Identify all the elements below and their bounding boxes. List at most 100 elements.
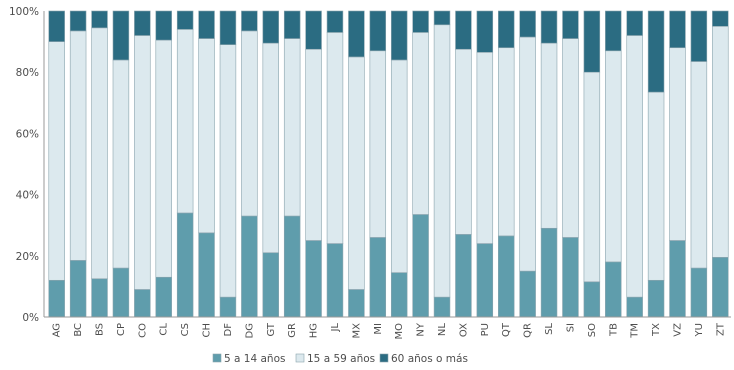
x-tick-label: SO: [587, 323, 598, 337]
x-tick-label: QT: [501, 322, 512, 337]
x-tick-label: JL: [330, 323, 341, 333]
bar-segment: [305, 10, 322, 50]
bar-segment: [669, 10, 686, 49]
x-tick-label: HG: [309, 323, 320, 338]
legend: 5 a 14 años 15 a 59 años 60 años o más: [212, 353, 468, 365]
x-tick-label: TX: [651, 323, 662, 337]
bar-segment: [540, 42, 558, 229]
x-tick-label: PU: [480, 323, 491, 336]
bar-segment: [647, 91, 665, 281]
x-tick-label: CP: [116, 323, 127, 336]
x-tick-label: TM: [630, 323, 641, 339]
bar-segment: [498, 10, 515, 49]
x-tick-label: GT: [266, 322, 277, 336]
bar-segment: [176, 29, 194, 214]
bar-segment: [91, 27, 108, 280]
x-tick-label: VZ: [673, 323, 684, 337]
bar-segment: [605, 50, 622, 263]
x-tick-label: CH: [202, 323, 213, 338]
bar-segment: [369, 10, 387, 52]
bar-segment: [455, 234, 472, 318]
bar-segment: [219, 44, 237, 298]
bar-segment: [69, 260, 87, 318]
bar-segment: [562, 38, 579, 238]
x-tick-label: DF: [223, 323, 234, 337]
bar-segment: [283, 10, 301, 39]
bar-segment: [583, 71, 601, 283]
bar-segment: [219, 10, 237, 45]
y-tick-label: 20%: [16, 251, 39, 263]
bar-segment: [498, 235, 515, 318]
x-tick-label: DG: [244, 323, 255, 338]
bar-segment: [412, 32, 429, 215]
bar-segment: [626, 35, 643, 298]
bar-segment: [262, 42, 279, 254]
x-tick-label: SL: [544, 323, 555, 335]
bar-segment: [455, 10, 472, 50]
bar-segment: [433, 296, 451, 318]
bar-segment: [112, 267, 130, 318]
bar-segment: [91, 278, 108, 318]
bar-segment: [476, 243, 494, 318]
bar-segment: [176, 10, 194, 30]
bar-segment: [647, 10, 665, 93]
legend-label: 15 a 59 años: [307, 353, 375, 365]
bar-segment: [369, 237, 387, 318]
bar-segment: [48, 279, 65, 318]
bar-segment: [198, 38, 215, 234]
bar-segment: [348, 289, 365, 318]
y-tick-label: 0%: [22, 312, 39, 324]
x-tick-label: BS: [95, 323, 106, 336]
bar-segment: [48, 10, 65, 42]
x-tick-label: GR: [287, 323, 298, 338]
bar-segment: [91, 10, 108, 29]
x-tick-label: QR: [523, 323, 534, 338]
bar-segment: [69, 10, 87, 32]
bar-segment: [647, 279, 665, 318]
x-tick-label: TB: [608, 323, 619, 337]
bar-segment: [348, 10, 365, 58]
y-tick-label: 40%: [16, 190, 39, 202]
bar-segment: [712, 10, 729, 27]
y-tick-label: 100%: [9, 6, 39, 18]
bar-segment: [326, 32, 344, 244]
x-tick-label: YU: [694, 323, 705, 337]
bar-segment: [262, 252, 279, 318]
legend-label: 5 a 14 años: [224, 353, 285, 365]
bar-segment: [112, 59, 130, 269]
bar-segment: [583, 281, 601, 318]
bar-segment: [326, 10, 344, 33]
x-tick-label: OX: [458, 323, 469, 337]
bar-segment: [626, 296, 643, 318]
x-tick-label: ZT: [715, 322, 726, 336]
bar-segment: [155, 276, 172, 318]
x-tick-label: CS: [180, 323, 191, 336]
bar-segment: [690, 10, 708, 62]
bars: [48, 10, 729, 318]
bar-segment: [626, 10, 643, 36]
x-axis: AG BC BS CP CO CL CS CH DF DG GT GR HG JL MX MI MO NY NL OX…: [43, 11, 731, 340]
bar-segment: [605, 261, 622, 318]
bar-segment: [712, 257, 729, 318]
bar-segment: [176, 212, 194, 318]
bar-segment: [305, 48, 322, 241]
bar-segment: [155, 39, 172, 278]
y-axis-ticks: 0% 20% 40% 60% 80% 100%: [9, 6, 39, 324]
bar-segment: [283, 38, 301, 217]
bar-segment: [498, 47, 515, 237]
bar-segment: [690, 267, 708, 318]
bar-segment: [112, 10, 130, 61]
bar-segment: [412, 214, 429, 318]
bar-segment: [241, 215, 258, 318]
bar-segment: [198, 232, 215, 318]
bar-segment: [476, 10, 494, 53]
bar-segment: [369, 50, 387, 238]
bar-segment: [241, 30, 258, 217]
x-tick-label: CO: [137, 323, 148, 338]
x-tick-label: NL: [437, 323, 448, 336]
bar-segment: [562, 237, 579, 318]
legend-swatch: [212, 353, 222, 363]
bar-segment: [134, 289, 151, 318]
x-tick-label: SI: [566, 323, 577, 332]
